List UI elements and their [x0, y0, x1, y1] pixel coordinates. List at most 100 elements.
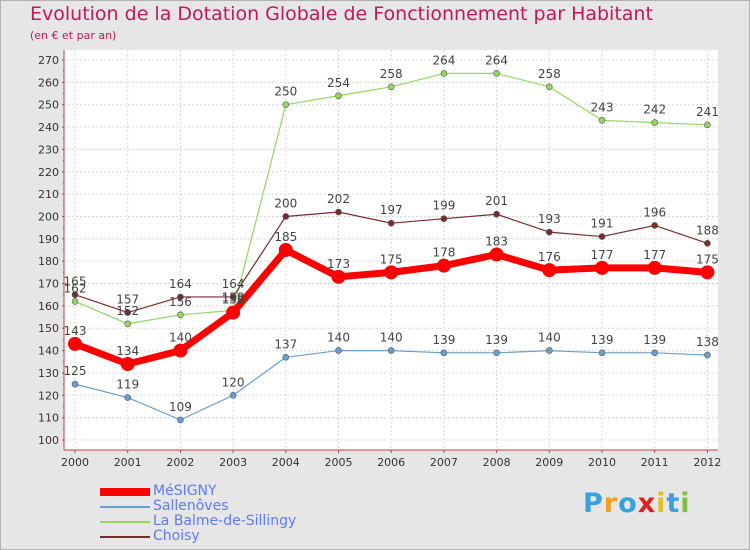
- data-label: 120: [222, 375, 245, 389]
- y-tick-label: 270: [38, 54, 59, 67]
- y-tick-label: 180: [38, 255, 59, 268]
- data-label: 241: [696, 105, 719, 119]
- data-label: 175: [696, 252, 719, 266]
- data-point: [651, 349, 659, 357]
- data-label: 165: [64, 275, 87, 289]
- legend-swatch: [100, 506, 150, 508]
- data-label: 183: [485, 234, 508, 248]
- data-label: 193: [538, 212, 561, 226]
- data-point: [651, 119, 659, 126]
- data-label: 139: [485, 333, 508, 347]
- data-label: 178: [432, 246, 455, 260]
- data-label: 125: [64, 364, 87, 378]
- data-point: [545, 228, 553, 236]
- data-point: [598, 117, 606, 124]
- data-point: [226, 305, 241, 320]
- x-tick-label: 2006: [377, 456, 405, 469]
- y-tick-label: 250: [38, 99, 59, 112]
- data-label: 199: [432, 199, 455, 213]
- logo-letter: P: [583, 488, 604, 519]
- legend-label: La Balme-de-Sillingy: [153, 513, 297, 529]
- data-point: [545, 347, 553, 354]
- data-point: [598, 233, 606, 240]
- y-tick-label: 140: [38, 345, 59, 358]
- data-label: 243: [591, 100, 614, 114]
- chart-subtitle: (en € et par an): [30, 29, 117, 42]
- data-label: 138: [696, 335, 719, 349]
- x-tick-label: 2004: [272, 456, 300, 469]
- data-label: 258: [538, 67, 561, 81]
- y-tick-label: 130: [38, 367, 59, 380]
- data-point: [493, 70, 500, 77]
- data-point: [595, 260, 609, 275]
- data-label: 139: [643, 333, 666, 347]
- data-label: 254: [327, 76, 350, 90]
- data-point: [229, 391, 237, 399]
- x-tick-label: 2010: [588, 456, 616, 469]
- data-point: [440, 70, 448, 77]
- x-tick-label: 2007: [430, 456, 458, 469]
- data-point: [71, 298, 79, 305]
- data-label: 242: [643, 103, 666, 117]
- data-label: 158: [222, 290, 245, 304]
- data-point: [124, 394, 131, 401]
- data-label: 196: [643, 205, 666, 219]
- data-label: 191: [591, 217, 614, 231]
- y-tick-label: 190: [38, 233, 59, 246]
- data-point: [387, 347, 395, 354]
- data-point: [704, 239, 711, 247]
- data-point: [71, 380, 79, 388]
- data-point: [493, 349, 500, 357]
- data-point: [647, 260, 662, 275]
- data-label: 173: [327, 257, 350, 271]
- logo-letter: i: [656, 488, 667, 519]
- data-point: [335, 347, 342, 354]
- logo-letter: o: [618, 488, 638, 519]
- legend-swatch: [100, 521, 150, 523]
- data-label: 250: [274, 85, 297, 99]
- data-label: 175: [380, 252, 403, 266]
- logo-letter: i: [680, 488, 691, 519]
- y-tick-label: 160: [38, 300, 59, 313]
- data-label: 140: [169, 331, 192, 345]
- data-label: 177: [591, 248, 614, 262]
- data-point: [282, 353, 290, 361]
- data-label: 137: [274, 337, 297, 351]
- data-label: 140: [327, 331, 350, 345]
- data-point: [177, 416, 184, 424]
- data-label: 197: [380, 203, 403, 217]
- data-label: 157: [116, 293, 139, 307]
- x-tick-label: 2003: [219, 456, 247, 469]
- y-tick-label: 260: [38, 76, 59, 89]
- data-point: [387, 83, 395, 91]
- data-point: [282, 101, 290, 109]
- x-tick-label: 2001: [114, 456, 142, 469]
- data-point: [440, 215, 448, 223]
- data-point: [124, 320, 131, 328]
- data-point: [651, 222, 659, 229]
- data-label: 156: [169, 295, 192, 309]
- data-label: 140: [380, 331, 403, 345]
- x-tick-label: 2005: [325, 456, 353, 469]
- data-point: [335, 208, 342, 216]
- data-label: 258: [380, 67, 403, 81]
- data-label: 176: [538, 250, 561, 264]
- data-point: [493, 210, 500, 218]
- y-tick-label: 100: [38, 434, 59, 447]
- y-tick-label: 170: [38, 278, 59, 291]
- x-tick-label: 2008: [483, 456, 511, 469]
- data-label: 201: [485, 194, 508, 208]
- data-point: [68, 336, 82, 351]
- data-label: 139: [432, 333, 455, 347]
- data-point: [120, 357, 135, 371]
- data-point: [173, 343, 188, 358]
- data-label: 143: [64, 324, 87, 338]
- x-tick-label: 2002: [166, 456, 194, 469]
- y-tick-label: 210: [38, 188, 59, 201]
- x-tick-label: 2011: [641, 456, 669, 469]
- data-point: [278, 243, 293, 257]
- logo-letter: r: [603, 488, 619, 519]
- data-point: [229, 293, 237, 301]
- legend-label: MéSIGNY: [153, 483, 217, 499]
- logo-letter: t: [666, 488, 681, 519]
